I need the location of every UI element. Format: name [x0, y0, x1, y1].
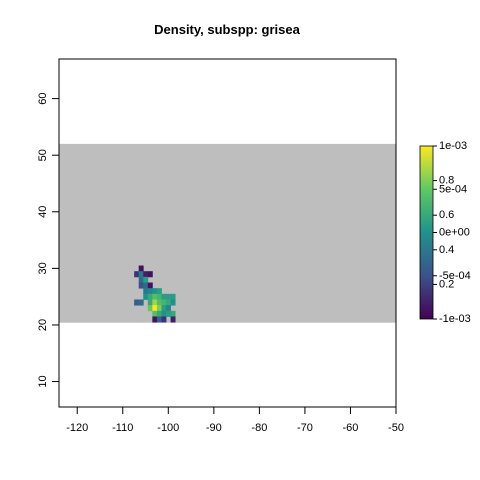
colorbar-tick-label: 5e-04 — [439, 183, 467, 195]
density-cell — [138, 299, 144, 306]
density-cell — [138, 276, 144, 283]
density-cell — [143, 282, 149, 289]
colorbar-tick-label: 1e-03 — [439, 140, 467, 152]
density-cell — [161, 310, 167, 317]
density-cell — [134, 271, 140, 278]
density-cell — [143, 276, 149, 283]
density-cell — [138, 271, 144, 278]
density-cell — [147, 305, 153, 312]
y-tick-label: 20 — [37, 319, 49, 331]
density-cell — [152, 316, 158, 323]
colorbar-tick-label: -1e-03 — [439, 313, 471, 325]
density-cell — [170, 310, 176, 317]
density-cell — [152, 293, 158, 300]
density-cell — [156, 288, 162, 295]
y-tick-label: 10 — [37, 375, 49, 387]
colorbar-legend: 0.8 0.6 0.4 0.2 1e-03 5e-04 0e+00 -5e-04 -1e-03 — [419, 140, 471, 325]
density-cell — [147, 271, 153, 278]
x-tick-label: -100 — [157, 422, 179, 434]
x-tick-label: -80 — [251, 422, 267, 434]
plot-area — [59, 143, 396, 323]
colorbar-tick-label: 0.4 — [439, 244, 454, 256]
density-cell — [161, 316, 167, 323]
density-cell — [170, 316, 176, 323]
density-cell — [152, 310, 158, 317]
density-cell — [170, 299, 176, 306]
colorbar-tick-label: 0.2 — [439, 278, 454, 290]
density-cell — [156, 293, 162, 300]
colorbar-tick-label: 0.8 — [439, 175, 454, 187]
density-cell — [152, 288, 158, 295]
density-cell — [143, 288, 149, 295]
density-cell — [161, 293, 167, 300]
x-tick-label: -60 — [343, 422, 359, 434]
density-cell — [156, 305, 162, 312]
density-cell — [152, 299, 158, 306]
x-tick-label: -120 — [66, 422, 88, 434]
y-tick-label: 50 — [37, 149, 49, 161]
y-tick-label: 60 — [37, 92, 49, 104]
colorbar — [419, 145, 434, 320]
density-cell — [166, 299, 171, 306]
density-cell — [152, 305, 158, 312]
x-tick-label: -90 — [206, 422, 222, 434]
density-cell — [143, 271, 149, 278]
x-tick-label: -70 — [297, 422, 313, 434]
density-cell — [134, 299, 140, 306]
density-cell — [147, 293, 153, 300]
y-tick-label: 40 — [37, 206, 49, 218]
density-cell — [147, 299, 153, 306]
density-cell — [143, 293, 149, 300]
colorbar-tick-label: 0e+00 — [439, 227, 470, 239]
plot-title: Density, subspp: grisea — [154, 22, 300, 37]
density-cell — [147, 288, 153, 295]
density-cell — [147, 282, 153, 289]
density-cell — [161, 299, 167, 306]
density-cell — [161, 305, 167, 312]
density-cell — [156, 310, 162, 317]
colorbar-tick-label: 0.6 — [439, 209, 454, 221]
axes: -120 -110 -100 -90 -80 -70 -60 -50 10 20 30 40 50 60 — [37, 58, 404, 434]
density-cell — [156, 316, 162, 323]
colorbar-tick-label: -5e-04 — [439, 270, 471, 282]
x-tick-label: -110 — [112, 422, 133, 434]
density-cell — [138, 282, 144, 289]
y-tick-label: 30 — [37, 262, 49, 274]
density-cell — [166, 305, 171, 312]
study-region — [59, 143, 396, 323]
density-cell — [138, 265, 144, 272]
density-cell — [166, 310, 171, 317]
x-tick-label: -50 — [388, 422, 404, 434]
density-cell — [156, 299, 162, 306]
density-cell — [170, 293, 176, 300]
density-cell — [166, 293, 171, 300]
